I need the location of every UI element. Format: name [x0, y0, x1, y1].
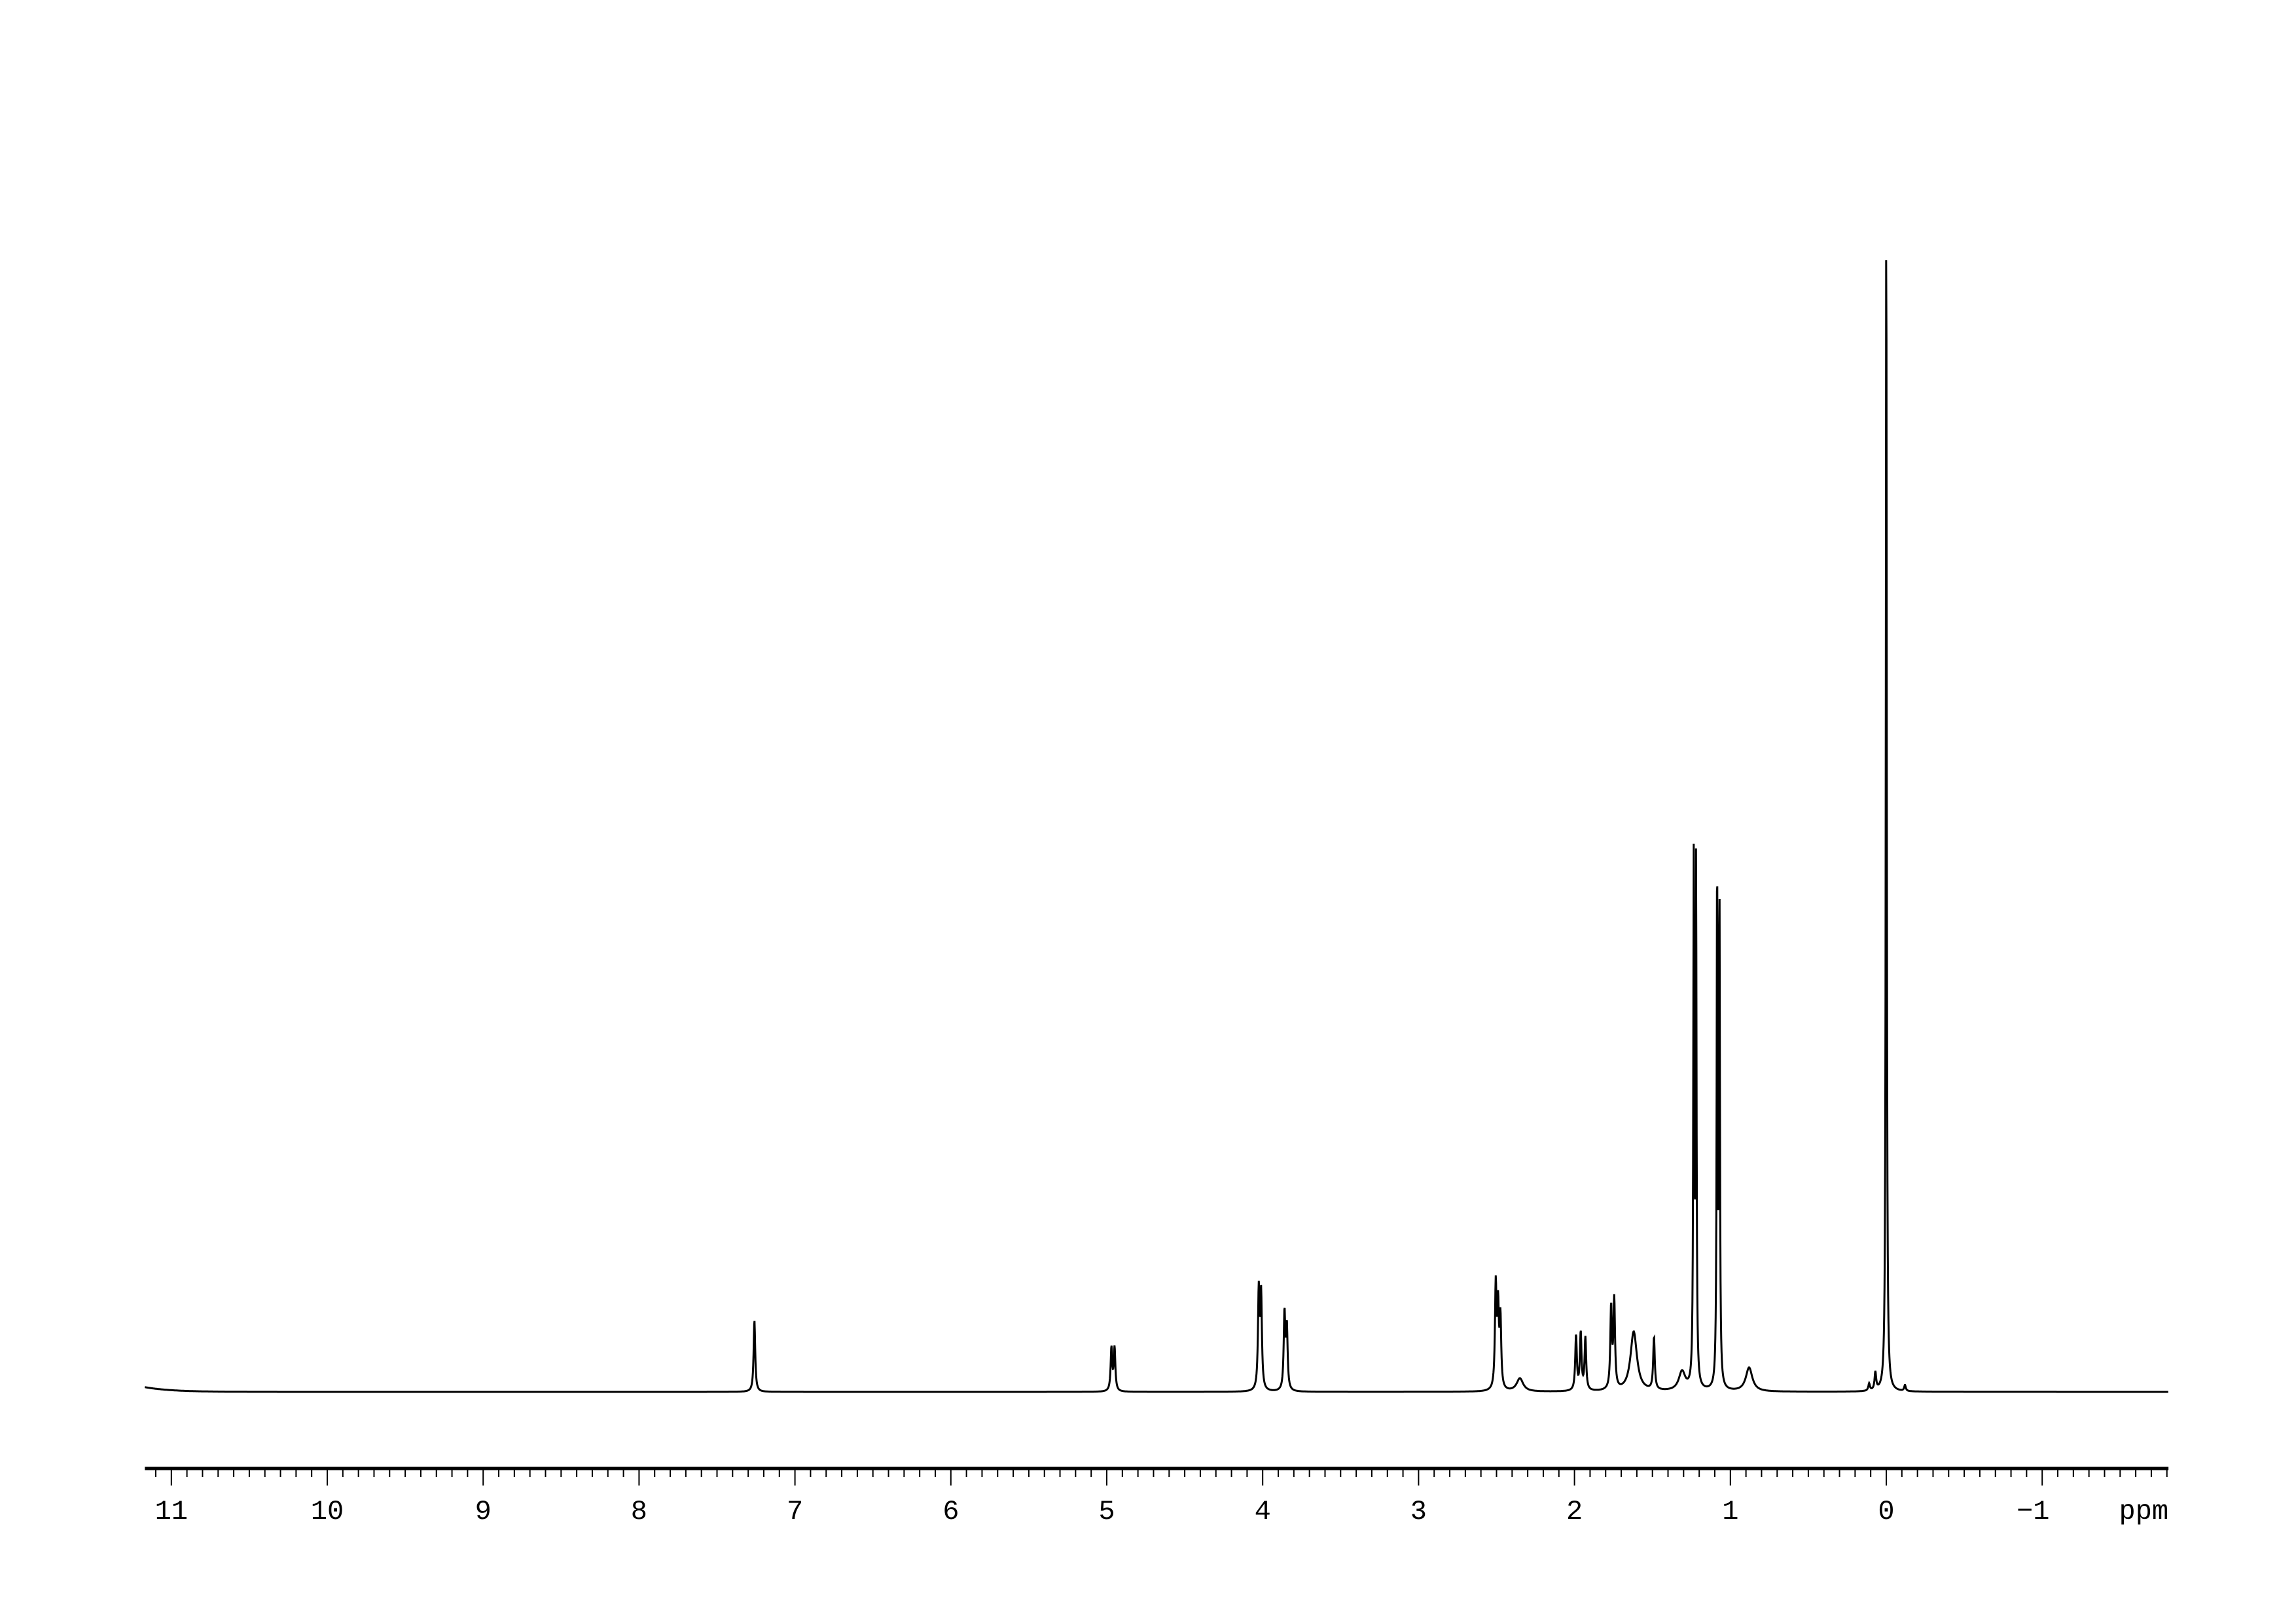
tick-label: −1 — [2017, 1496, 2049, 1527]
x-axis-tick-labels: 11 10 9 8 7 6 5 4 3 2 1 0 −1 — [155, 1496, 2050, 1527]
tick-label: 9 — [475, 1496, 492, 1527]
tick-label: 10 — [311, 1496, 344, 1527]
tick-label: 3 — [1410, 1496, 1427, 1527]
tick-label: 4 — [1255, 1496, 1271, 1527]
tick-label: 2 — [1566, 1496, 1583, 1527]
tick-label: 8 — [631, 1496, 647, 1527]
tick-label: 5 — [1098, 1496, 1115, 1527]
tick-label: 6 — [942, 1496, 959, 1527]
x-axis-ticks — [154, 1468, 2168, 1486]
tick-label: 1 — [1722, 1496, 1738, 1527]
spectrum-trace — [145, 260, 2168, 1393]
x-axis-unit-label: ppm — [2119, 1496, 2169, 1527]
tick-label: 7 — [787, 1496, 803, 1527]
tick-label: 11 — [155, 1496, 188, 1527]
tick-label: 0 — [1878, 1496, 1894, 1527]
